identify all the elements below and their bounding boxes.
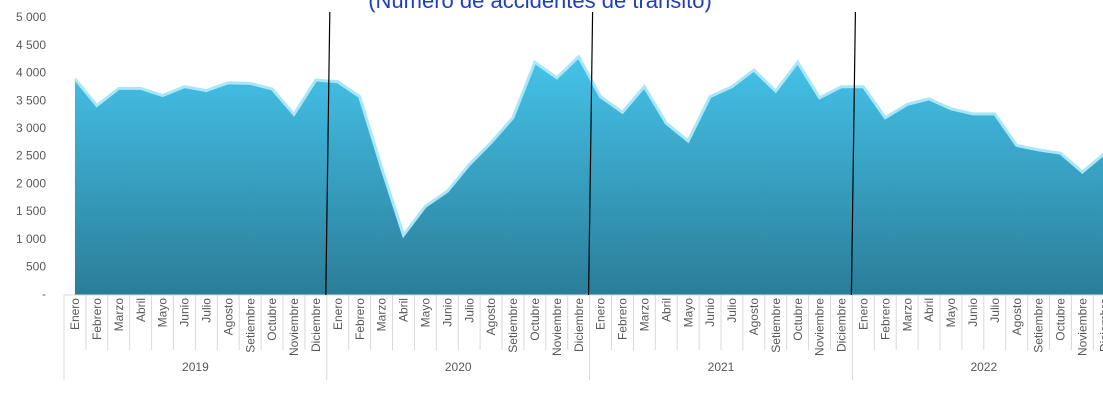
x-tick-label: Abril [397, 298, 411, 322]
year-label: 2019 [182, 360, 209, 374]
x-tick-label: Marzo [375, 298, 389, 332]
x-tick-label: Setiembre [1032, 298, 1046, 353]
y-tick-label: - [42, 287, 46, 301]
x-tick-label: Junio [703, 298, 717, 327]
x-tick-label: Enero [857, 298, 871, 330]
x-tick-label: Agosto [484, 298, 498, 336]
x-tick-label: Abril [922, 298, 936, 322]
x-tick-label: Junio [966, 298, 980, 327]
x-tick-label: Febrero [90, 298, 104, 340]
y-tick-label: 5 000 [16, 10, 46, 24]
x-tick-label: Mayo [156, 298, 170, 328]
x-tick-label: Julio [988, 298, 1002, 323]
x-tick-label: Febrero [616, 298, 630, 340]
x-tick-label: Noviembre [550, 298, 564, 356]
x-tick-label: Agosto [221, 298, 235, 336]
x-tick-label: Abril [134, 298, 148, 322]
x-tick-label: Marzo [900, 298, 914, 332]
x-tick-label: Enero [331, 298, 345, 330]
x-tick-label: Marzo [638, 298, 652, 332]
year-separator [325, 11, 331, 296]
y-tick-label: 4 500 [16, 38, 46, 52]
y-tick-label: 2 500 [16, 149, 46, 163]
x-tick-label: Noviembre [1076, 298, 1090, 356]
x-tick-label: Diciembre [835, 298, 849, 352]
area-edge [73, 54, 1103, 239]
x-tick-label: Octubre [265, 298, 279, 341]
x-tick-label: Mayo [419, 298, 433, 328]
x-tick-label: Noviembre [287, 298, 301, 356]
year-separator [850, 11, 856, 296]
x-tick-label: Enero [68, 298, 82, 330]
x-tick-label: Julio [462, 298, 476, 323]
x-tick-label: Enero [594, 298, 608, 330]
x-tick-label: Marzo [112, 298, 126, 332]
x-tick-label: Abril [659, 298, 673, 322]
year-label: 2020 [445, 360, 472, 374]
x-tick-label: Octubre [528, 298, 542, 341]
y-tick-label: 1 000 [16, 232, 46, 246]
x-tick-label: Diciembre [309, 298, 323, 352]
x-tick-label: Noviembre [813, 298, 827, 356]
y-tick-label: 500 [26, 259, 46, 273]
y-tick-label: 3 500 [16, 93, 46, 107]
x-tick-label: Mayo [681, 298, 695, 328]
x-tick-label: Julio [725, 298, 739, 323]
x-tick-label: Setiembre [243, 298, 257, 353]
x-tick-label: Mayo [944, 298, 958, 328]
x-tick-label: Junio [440, 298, 454, 327]
x-tick-label: Agosto [1010, 298, 1024, 336]
y-tick-label: 4 000 [16, 66, 46, 80]
x-tick-label: Febrero [353, 298, 367, 340]
y-tick-label: 1 500 [16, 204, 46, 218]
x-tick-label: Diciembre [1097, 298, 1103, 352]
x-tick-label: Agosto [747, 298, 761, 336]
x-tick-label: Setiembre [506, 298, 520, 353]
x-tick-label: Octubre [1054, 298, 1068, 341]
x-tick-label: Octubre [791, 298, 805, 341]
year-separator [588, 11, 594, 296]
chart-title: (Número de accidentes de tránsito) [368, 0, 712, 13]
x-tick-label: Diciembre [572, 298, 586, 352]
year-label: 2021 [708, 360, 735, 374]
year-label: 2022 [970, 360, 997, 374]
x-tick-label: Febrero [878, 298, 892, 340]
y-tick-label: 2 000 [16, 176, 46, 190]
x-tick-label: Junio [178, 298, 192, 327]
y-tick-label: 3 000 [16, 121, 46, 135]
x-tick-label: Julio [200, 298, 214, 323]
area [74, 56, 1103, 295]
x-tick-label: Setiembre [769, 298, 783, 353]
